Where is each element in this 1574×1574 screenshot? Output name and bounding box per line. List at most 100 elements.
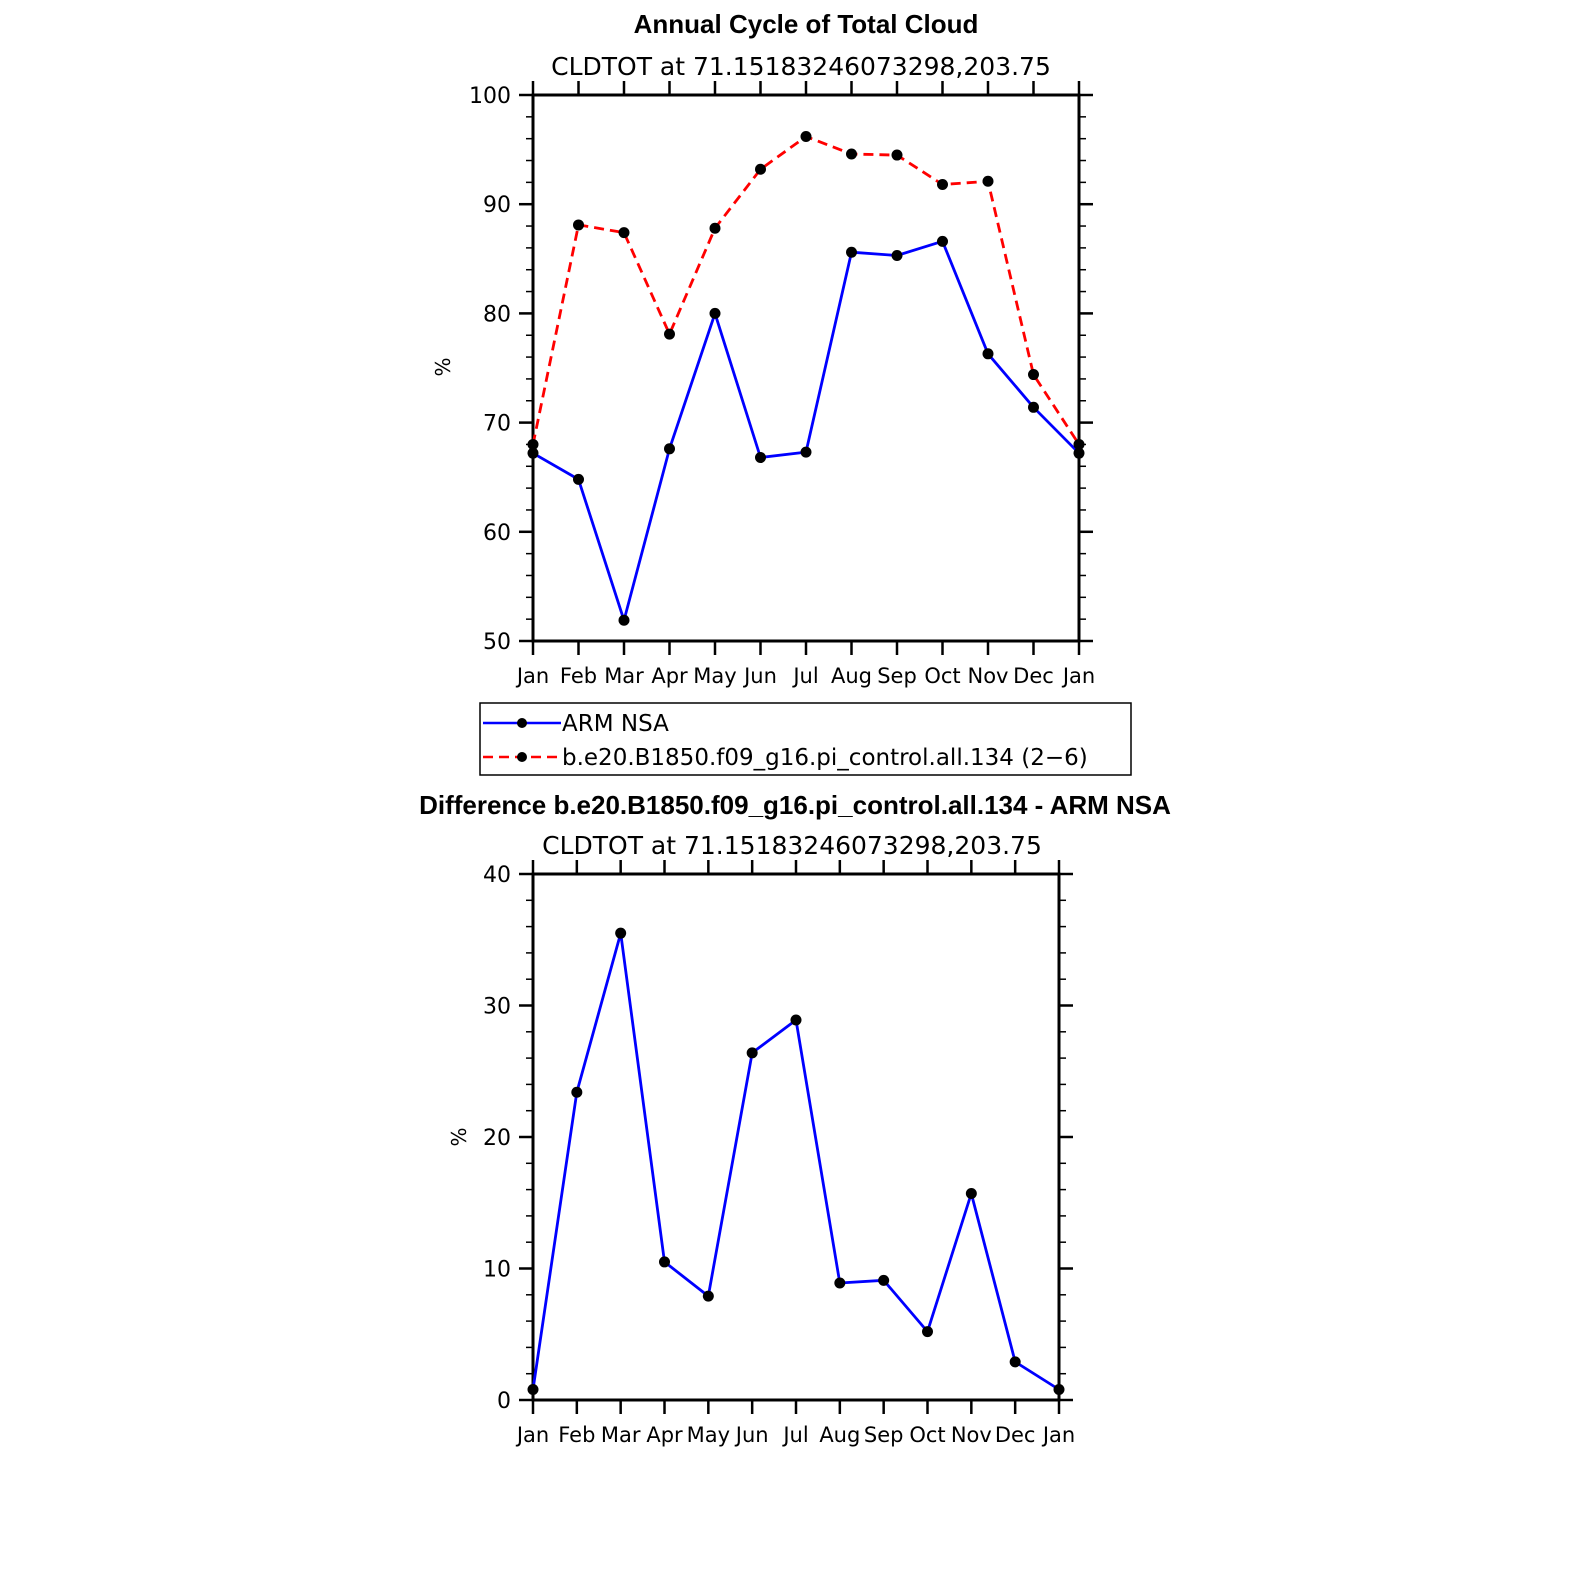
bottom-chart-title: Difference b.e20.B1850.f09_g16.pi_contro… xyxy=(419,790,1171,820)
data-point-1-0-6 xyxy=(790,1014,802,1026)
x-tick-label: Sep xyxy=(864,1423,904,1447)
y-tick-label: 50 xyxy=(483,630,511,655)
x-tick-label: Jun xyxy=(742,664,777,688)
x-tick-label: Jan xyxy=(515,1423,549,1447)
x-tick-label: Sep xyxy=(877,664,917,688)
data-point-1-0-2 xyxy=(615,927,627,939)
x-tick-label: Aug xyxy=(831,664,872,688)
data-point-0-0-7 xyxy=(846,246,857,258)
data-point-1-0-9 xyxy=(922,1326,933,1338)
data-point-1-0-4 xyxy=(702,1290,714,1302)
data-point-0-0-1 xyxy=(573,473,584,485)
y-tick-label: 80 xyxy=(483,302,511,327)
x-tick-label: Apr xyxy=(646,1423,683,1447)
data-point-0-1-6 xyxy=(800,130,812,142)
legend: ARM NSA b.e20.B1850.f09_g16.pi_control.a… xyxy=(479,702,1132,776)
data-point-1-0-10 xyxy=(965,1188,977,1200)
bottom-panel: Difference b.e20.B1850.f09_g16.pi_contro… xyxy=(419,790,1171,1447)
y-tick-label: 0 xyxy=(497,1389,511,1414)
x-tick-label: Dec xyxy=(1013,664,1054,688)
data-point-0-0-9 xyxy=(937,235,948,247)
data-point-1-0-12 xyxy=(1053,1383,1065,1395)
x-tick-label: Jan xyxy=(1041,1423,1075,1447)
x-tick-label: Nov xyxy=(951,1423,992,1447)
x-tick-label: Apr xyxy=(651,664,688,688)
x-tick-label: Jan xyxy=(515,664,549,688)
y-tick-label: 70 xyxy=(483,412,511,437)
x-tick-label: Feb xyxy=(558,1423,595,1447)
data-point-0-1-0 xyxy=(527,438,539,450)
legend-box xyxy=(479,702,1132,776)
x-tick-label: Jun xyxy=(734,1423,769,1447)
legend-item-arm-nsa: ARM NSA xyxy=(483,711,669,737)
x-tick-label: May xyxy=(693,664,736,688)
data-point-0-1-2 xyxy=(618,227,630,239)
top-chart-title: Annual Cycle of Total Cloud xyxy=(634,9,979,39)
data-point-0-1-4 xyxy=(709,222,721,234)
data-point-1-0-1 xyxy=(571,1086,583,1098)
top-chart-subtitle: CLDTOT at 71.15183246073298,203.75 xyxy=(551,52,1051,81)
legend-marker-arm-nsa xyxy=(517,718,527,728)
data-point-0-1-10 xyxy=(982,175,994,187)
x-tick-label: Mar xyxy=(601,1423,641,1447)
top-panel: Annual Cycle of Total Cloud CLDTOT at 71… xyxy=(431,9,1095,688)
x-tick-label: Jan xyxy=(1061,664,1095,688)
y-tick-label: 40 xyxy=(483,863,511,888)
data-point-0-1-11 xyxy=(1028,369,1039,381)
data-point-0-1-1 xyxy=(573,219,584,231)
bottom-y-axis-label: % xyxy=(447,1127,471,1146)
plot-frame xyxy=(531,93,1081,643)
y-tick-label: 60 xyxy=(483,521,511,546)
data-point-0-1-12 xyxy=(1073,438,1085,450)
data-point-0-0-5 xyxy=(755,452,766,464)
y-tick-label: 30 xyxy=(483,995,511,1020)
y-tick-label: 90 xyxy=(483,193,511,218)
data-point-0-0-3 xyxy=(664,443,675,455)
legend-label-model: b.e20.B1850.f09_g16.pi_control.all.134 (… xyxy=(562,745,1088,771)
data-point-1-0-0 xyxy=(527,1383,539,1395)
data-point-0-0-6 xyxy=(800,446,812,458)
data-point-0-0-4 xyxy=(709,307,721,319)
series-line-1-0 xyxy=(531,931,1060,1391)
data-point-0-1-7 xyxy=(846,148,857,160)
bottom-chart-subtitle: CLDTOT at 71.15183246073298,203.75 xyxy=(542,831,1042,860)
plot-frame xyxy=(531,872,1061,1402)
data-point-0-0-2 xyxy=(618,614,630,626)
data-point-0-1-8 xyxy=(891,149,903,161)
series-line-0-1 xyxy=(531,135,1081,446)
data-point-0-0-0 xyxy=(527,447,539,459)
y-tick-label: 100 xyxy=(469,84,511,109)
top-plot-area: 50 60 70 80 90 100 Jan Feb Mar Apr May Jun Jul Aug Sep… xyxy=(469,81,1095,688)
data-point-0-0-8 xyxy=(891,250,903,262)
x-tick-label: Jul xyxy=(781,1423,808,1447)
x-tick-label: Nov xyxy=(968,664,1009,688)
y-tick-label: 10 xyxy=(483,1258,511,1283)
x-tick-label: Aug xyxy=(819,1423,860,1447)
data-point-1-0-7 xyxy=(834,1277,846,1289)
data-point-0-1-3 xyxy=(664,328,675,340)
bottom-plot-area: 0 10 20 30 40 Jan Feb Mar Apr May Jun Jul Aug Sep Oct N… xyxy=(483,860,1075,1447)
data-point-0-1-5 xyxy=(755,163,766,175)
x-tick-label: Jul xyxy=(791,664,818,688)
x-tick-label: Oct xyxy=(924,664,960,688)
y-tick-label: 20 xyxy=(483,1126,511,1151)
data-point-0-0-12 xyxy=(1073,447,1085,459)
data-point-1-0-3 xyxy=(659,1256,670,1268)
legend-marker-model xyxy=(517,752,527,762)
data-point-0-1-9 xyxy=(937,179,948,191)
x-tick-label: Dec xyxy=(995,1423,1036,1447)
legend-label-arm-nsa: ARM NSA xyxy=(562,711,669,737)
x-tick-label: Feb xyxy=(560,664,597,688)
legend-item-model: b.e20.B1850.f09_g16.pi_control.all.134 (… xyxy=(483,745,1088,771)
data-point-1-0-8 xyxy=(878,1274,890,1286)
x-tick-label: May xyxy=(687,1423,730,1447)
data-point-0-0-11 xyxy=(1028,401,1039,413)
data-point-0-0-10 xyxy=(982,348,994,360)
x-tick-label: Oct xyxy=(909,1423,945,1447)
top-y-axis-label: % xyxy=(431,357,455,376)
data-point-1-0-5 xyxy=(746,1047,758,1059)
x-tick-label: Mar xyxy=(604,664,644,688)
data-point-1-0-11 xyxy=(1009,1356,1021,1368)
series-line-0-0 xyxy=(532,239,1080,622)
